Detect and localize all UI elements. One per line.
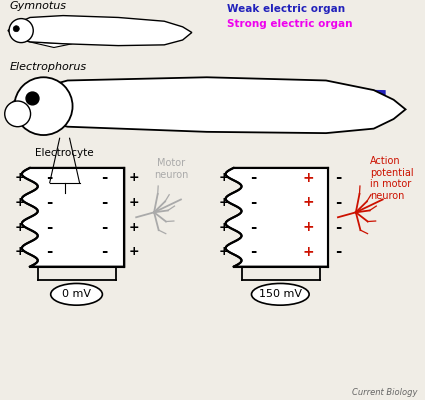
Text: -: - — [46, 220, 53, 235]
Text: -: - — [46, 195, 53, 210]
Polygon shape — [31, 22, 170, 34]
Text: +: + — [14, 245, 25, 258]
Text: -: - — [335, 195, 341, 210]
Text: -: - — [101, 170, 108, 185]
Text: +: + — [302, 196, 314, 210]
Circle shape — [9, 18, 33, 43]
Circle shape — [26, 92, 39, 105]
Text: Weak electric organ: Weak electric organ — [227, 4, 345, 14]
Text: +: + — [129, 245, 139, 258]
Text: Electrophorus: Electrophorus — [10, 62, 87, 72]
Ellipse shape — [252, 284, 309, 305]
Polygon shape — [69, 86, 294, 124]
Text: 0 mV: 0 mV — [62, 289, 91, 299]
Text: +: + — [218, 196, 229, 209]
Polygon shape — [8, 16, 192, 46]
Text: -: - — [335, 220, 341, 235]
Text: -: - — [335, 170, 341, 185]
Text: +: + — [302, 220, 314, 234]
Polygon shape — [22, 168, 124, 267]
Text: Current Biology: Current Biology — [352, 388, 417, 397]
Circle shape — [14, 77, 73, 135]
Text: Motor
neuron: Motor neuron — [154, 158, 188, 180]
Text: +: + — [129, 171, 139, 184]
Polygon shape — [26, 41, 72, 48]
Text: -: - — [250, 244, 257, 259]
Text: +: + — [218, 245, 229, 258]
Text: Action
potential
in motor
neuron: Action potential in motor neuron — [370, 156, 414, 201]
Polygon shape — [226, 168, 328, 267]
Text: +: + — [14, 196, 25, 209]
Circle shape — [5, 101, 31, 127]
Circle shape — [13, 26, 19, 32]
Text: Strong electric organ: Strong electric organ — [227, 19, 352, 29]
Text: Gymnotus: Gymnotus — [10, 1, 67, 11]
Polygon shape — [8, 77, 405, 133]
Text: -: - — [250, 195, 257, 210]
Text: +: + — [302, 171, 314, 185]
Polygon shape — [69, 84, 385, 109]
Text: -: - — [101, 244, 108, 259]
Ellipse shape — [51, 284, 102, 305]
Text: -: - — [46, 244, 53, 259]
Text: +: + — [218, 171, 229, 184]
Text: -: - — [335, 244, 341, 259]
Text: -: - — [250, 220, 257, 235]
Text: +: + — [14, 221, 25, 234]
Text: +: + — [129, 221, 139, 234]
Text: +: + — [129, 196, 139, 209]
Text: Electrocyte: Electrocyte — [35, 148, 94, 158]
Text: 150 mV: 150 mV — [259, 289, 302, 299]
Text: -: - — [46, 170, 53, 185]
Text: -: - — [101, 195, 108, 210]
Text: -: - — [101, 220, 108, 235]
Text: -: - — [250, 170, 257, 185]
Text: +: + — [302, 245, 314, 259]
Text: +: + — [218, 221, 229, 234]
Text: +: + — [14, 171, 25, 184]
